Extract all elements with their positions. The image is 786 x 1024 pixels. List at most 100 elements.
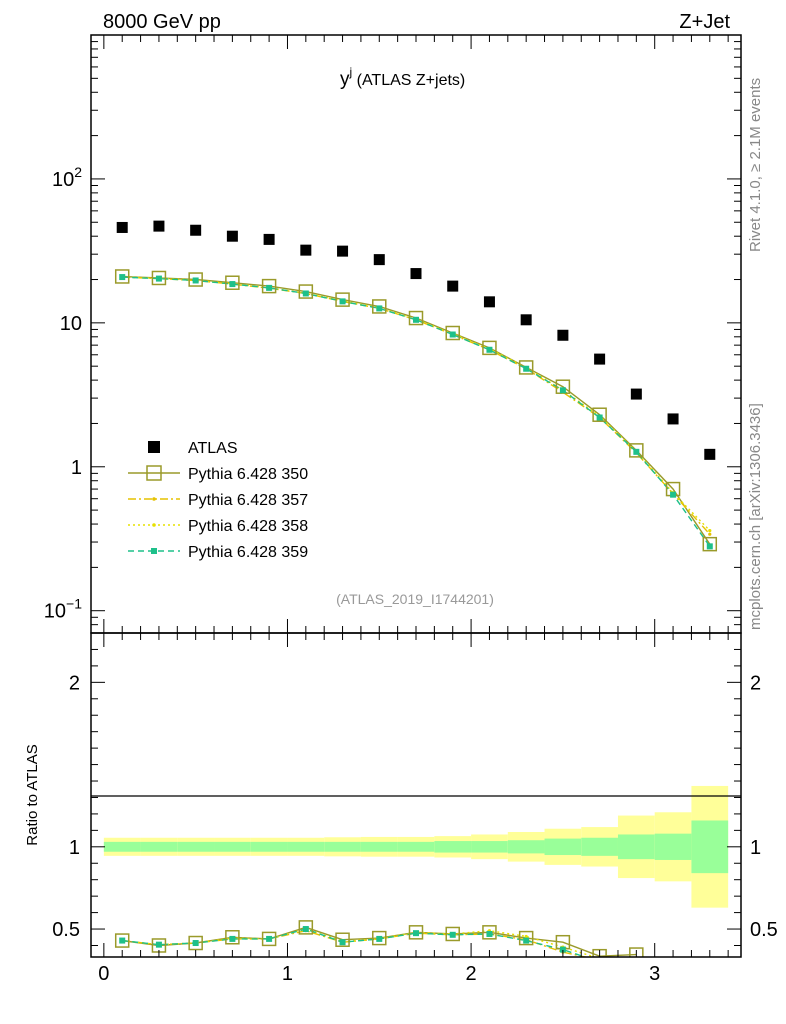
- ratio-marker: [188, 935, 203, 951]
- ratio-marker: [633, 959, 639, 965]
- analysis-id-label: (ATLAS_2019_I1744201): [336, 591, 494, 607]
- mc-marker: [596, 414, 603, 421]
- mc-marker: [706, 543, 713, 550]
- ratio-marker: [523, 937, 530, 944]
- atlas-data-point: [226, 230, 238, 242]
- mc-marker: [155, 275, 162, 282]
- ratio-marker: [635, 960, 638, 963]
- mc-marker: [372, 299, 387, 314]
- mc-marker: [708, 532, 712, 536]
- legend-marker: [148, 441, 160, 453]
- legend: ATLAS Pythia 6.428 350 Pythia 6.428 357 Pyt…: [128, 440, 308, 561]
- ratio-marker: [524, 934, 528, 939]
- inner-uncertainty-band: [397, 841, 435, 852]
- mc-marker: [335, 292, 350, 307]
- ratio-marker: [449, 931, 456, 938]
- x-tick-label: 0: [98, 963, 109, 985]
- atlas-data-point: [337, 245, 349, 257]
- mcplots-reference-label: mcplots.cern.ch [arXiv:1306.3436]: [747, 403, 764, 630]
- mc-marker: [486, 346, 493, 353]
- legend-label: ATLAS: [188, 440, 238, 457]
- mc-marker: [261, 278, 277, 294]
- atlas-data-point: [263, 233, 275, 245]
- ratio-y-tick-label: 0.5: [52, 919, 80, 941]
- atlas-data-point: [300, 244, 312, 256]
- ratio-marker: [598, 959, 601, 962]
- mc-marker: [302, 290, 309, 297]
- mc-marker: [188, 272, 203, 287]
- legend-marker: [151, 548, 157, 554]
- ratio-y-tick-label: 2: [69, 672, 80, 694]
- ratio-marker: [302, 926, 309, 933]
- x-tick-label: 1: [282, 963, 293, 985]
- mc-marker: [298, 284, 314, 299]
- ratio-y-axis-label: Ratio to ATLAS: [24, 744, 41, 845]
- mc-marker: [629, 443, 644, 458]
- plot-title: yj (ATLAS Z+jets): [340, 65, 465, 90]
- atlas-data-point: [667, 413, 679, 425]
- inner-uncertainty-band: [471, 841, 508, 853]
- mc-marker: [114, 269, 130, 284]
- y-tick-label: 1: [71, 457, 82, 479]
- ratio-marker: [229, 935, 236, 942]
- mc-marker: [192, 277, 199, 284]
- atlas-data-point: [116, 221, 128, 233]
- ratio-plot-frame: [90, 632, 742, 958]
- x-tick-label: 3: [649, 963, 660, 985]
- mc-marker: [633, 448, 640, 455]
- inner-uncertainty-band: [654, 833, 692, 860]
- mc-marker: [229, 281, 236, 288]
- ratio-marker: [372, 930, 387, 946]
- inner-uncertainty-band: [434, 841, 472, 853]
- mc-marker: [119, 274, 126, 281]
- ratio-marker: [635, 959, 638, 962]
- y-tick-label: 10−1: [44, 596, 82, 623]
- ratio-clipped-group: [114, 920, 644, 965]
- ratio-y-tick-label-right: 1: [750, 837, 761, 859]
- inner-uncertainty-band: [507, 840, 545, 854]
- inner-uncertainty-band: [324, 841, 361, 852]
- mc-marker: [376, 305, 383, 312]
- ratio-plot-panel: 0.5 0.5 1 1 2 2 0 1 2 3 Ratio to ATLAS: [24, 632, 778, 985]
- ratio-series-group: [114, 920, 644, 965]
- inner-uncertainty-band: [103, 841, 141, 852]
- ratio-marker: [486, 930, 493, 937]
- atlas-data-point: [594, 353, 606, 365]
- atlas-data-point: [483, 296, 495, 308]
- atlas-data-point: [520, 314, 532, 326]
- mc-marker: [225, 275, 240, 290]
- ratio-marker: [335, 932, 350, 947]
- atlas-data-point: [630, 388, 642, 400]
- ratio-marker: [408, 925, 424, 940]
- y-tick-label: 10: [60, 313, 82, 335]
- mc-marker: [523, 365, 530, 372]
- process-label: Z+Jet: [679, 11, 730, 33]
- atlas-data-point: [410, 268, 422, 280]
- mc-marker: [339, 298, 346, 305]
- inner-uncertainty-band: [617, 834, 655, 860]
- ratio-tick-labels: 0.5 0.5 1 1 2 2 0 1 2 3: [52, 672, 778, 985]
- ratio-marker: [261, 931, 277, 947]
- main-axis-ticks: [91, 34, 741, 634]
- mc-marker: [413, 316, 419, 323]
- main-plot-panel: 10−1 1 10 102 yj (ATLAS Z+jets) (ATLAS_2019…: [44, 34, 742, 634]
- legend-marker: [152, 523, 156, 527]
- legend-label: Pythia 6.428 350: [188, 466, 308, 483]
- atlas-data-point: [373, 254, 385, 266]
- inner-uncertainty-band: [691, 820, 729, 874]
- mc-marker: [482, 340, 497, 356]
- mc-marker: [670, 491, 677, 498]
- inner-uncertainty-band: [250, 841, 288, 852]
- mc-marker: [449, 331, 456, 338]
- inner-uncertainty-band: [544, 838, 582, 856]
- mc-marker: [708, 529, 712, 533]
- mc-marker: [266, 284, 273, 291]
- legend-marker: [146, 465, 162, 481]
- ratio-marker: [192, 940, 199, 947]
- ratio-marker: [629, 947, 644, 957]
- mc-marker: [518, 360, 534, 375]
- ratio-marker: [482, 925, 497, 940]
- legend-label: Pythia 6.428 359: [188, 544, 308, 561]
- mc-marker: [408, 310, 424, 326]
